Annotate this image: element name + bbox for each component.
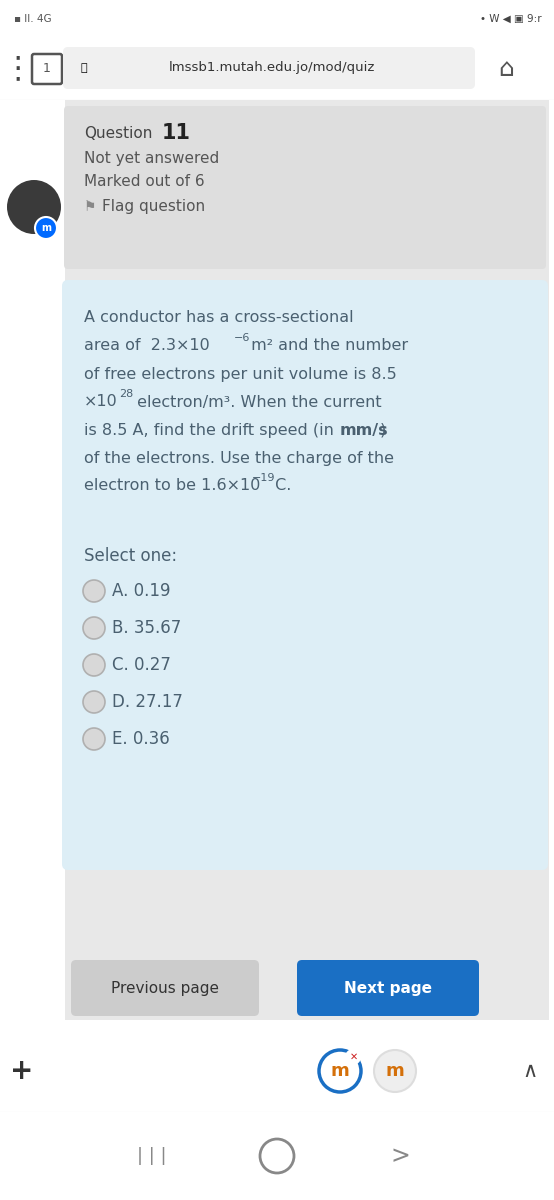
Text: m: m — [331, 1062, 350, 1080]
FancyBboxPatch shape — [71, 960, 259, 1016]
Text: B. 35.67: B. 35.67 — [112, 619, 181, 637]
Circle shape — [345, 1049, 361, 1066]
Text: ⋮: ⋮ — [3, 54, 33, 84]
Circle shape — [35, 217, 57, 239]
Text: m: m — [41, 223, 51, 233]
Text: ⚑: ⚑ — [84, 200, 96, 214]
Text: | | |: | | | — [137, 1147, 167, 1165]
Text: is 8.5 A, find the drift speed (in: is 8.5 A, find the drift speed (in — [84, 422, 339, 438]
Text: 11: 11 — [162, 122, 191, 143]
Text: ∧: ∧ — [522, 1061, 537, 1081]
Text: ⌂: ⌂ — [498, 56, 514, 80]
Text: Next page: Next page — [344, 980, 432, 996]
FancyBboxPatch shape — [63, 47, 475, 89]
FancyBboxPatch shape — [0, 0, 554, 38]
Circle shape — [83, 580, 105, 602]
Text: >: > — [390, 1144, 410, 1168]
Text: Flag question: Flag question — [102, 199, 205, 215]
Text: ×10: ×10 — [84, 395, 118, 409]
Text: Question: Question — [84, 126, 152, 140]
Text: +: + — [11, 1057, 34, 1085]
FancyBboxPatch shape — [62, 280, 548, 870]
FancyBboxPatch shape — [0, 1020, 554, 1030]
Text: ▪ ll. 4G: ▪ ll. 4G — [14, 14, 52, 24]
Text: of free electrons per unit volume is 8.5: of free electrons per unit volume is 8.5 — [84, 366, 397, 382]
Text: electron to be 1.6×10: electron to be 1.6×10 — [84, 479, 260, 493]
Text: ): ) — [380, 422, 386, 438]
Circle shape — [374, 1050, 416, 1092]
FancyBboxPatch shape — [0, 100, 65, 1070]
Text: m² and the number: m² and the number — [246, 338, 408, 354]
Circle shape — [83, 654, 105, 676]
FancyBboxPatch shape — [297, 960, 479, 1016]
Text: −19: −19 — [252, 473, 275, 482]
Text: electron/m³. When the current: electron/m³. When the current — [132, 395, 382, 409]
Text: Not yet answered: Not yet answered — [84, 150, 219, 166]
Circle shape — [83, 691, 105, 713]
Text: 🔒: 🔒 — [81, 62, 88, 73]
Text: Previous page: Previous page — [111, 980, 219, 996]
Text: 28: 28 — [119, 389, 134, 398]
Text: −6: −6 — [234, 332, 250, 343]
Text: ✕: ✕ — [350, 1052, 358, 1062]
Text: • W ◀ ▣ 9:r: • W ◀ ▣ 9:r — [480, 14, 542, 24]
Text: m: m — [386, 1062, 404, 1080]
Circle shape — [83, 728, 105, 750]
Text: 1: 1 — [43, 62, 51, 76]
Text: Select one:: Select one: — [84, 547, 177, 565]
Text: A conductor has a cross-sectional: A conductor has a cross-sectional — [84, 311, 353, 325]
Text: Marked out of 6: Marked out of 6 — [84, 174, 204, 190]
FancyBboxPatch shape — [65, 100, 549, 1070]
Circle shape — [7, 180, 61, 234]
Text: area of  2.3×10: area of 2.3×10 — [84, 338, 210, 354]
Text: of the electrons. Use the charge of the: of the electrons. Use the charge of the — [84, 450, 394, 466]
FancyBboxPatch shape — [32, 54, 62, 84]
FancyBboxPatch shape — [0, 38, 554, 100]
Circle shape — [83, 617, 105, 638]
FancyBboxPatch shape — [0, 1030, 554, 1112]
FancyBboxPatch shape — [549, 100, 554, 1070]
FancyBboxPatch shape — [0, 1112, 554, 1200]
FancyBboxPatch shape — [64, 106, 546, 269]
Text: A. 0.19: A. 0.19 — [112, 582, 171, 600]
Text: mm/s: mm/s — [340, 422, 388, 438]
Text: C.: C. — [270, 479, 291, 493]
Text: E. 0.36: E. 0.36 — [112, 730, 170, 748]
Text: D. 27.17: D. 27.17 — [112, 692, 183, 710]
Text: lmssb1.mutah.edu.jo/mod/quiz: lmssb1.mutah.edu.jo/mod/quiz — [169, 61, 375, 74]
Text: C. 0.27: C. 0.27 — [112, 656, 171, 674]
